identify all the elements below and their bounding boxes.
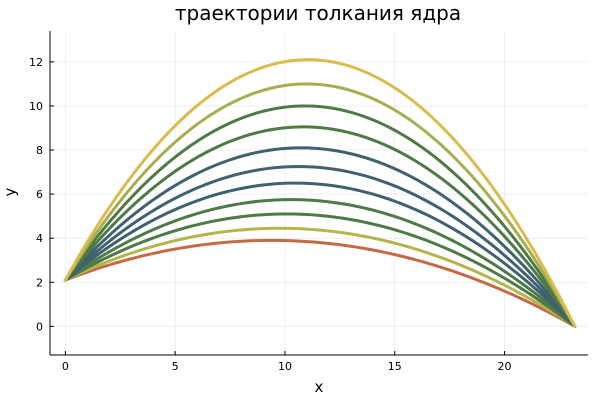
x-tick-label: 20 bbox=[498, 360, 512, 373]
trajectory-line bbox=[63, 104, 577, 328]
x-tick-label: 15 bbox=[388, 360, 402, 373]
y-tick-label: 4 bbox=[36, 232, 43, 245]
chart-title: траектории толкания ядра bbox=[175, 1, 461, 25]
y-tick-label: 0 bbox=[36, 320, 43, 333]
axes bbox=[49, 31, 588, 356]
x-tick-label: 0 bbox=[62, 360, 69, 373]
y-axis-label: y bbox=[1, 187, 19, 196]
y-tick-label: 8 bbox=[36, 144, 43, 157]
trajectory-line bbox=[63, 181, 577, 328]
trajectory-line bbox=[63, 165, 577, 328]
trajectory-line bbox=[63, 212, 577, 328]
tick-labels: 0 5 10 15 20 0 2 4 6 8 10 12 bbox=[29, 56, 512, 373]
trajectory-line bbox=[63, 226, 577, 328]
trajectory-line bbox=[63, 198, 577, 328]
x-tick-label: 5 bbox=[172, 360, 179, 373]
series-group bbox=[63, 58, 577, 328]
trajectory-line bbox=[63, 58, 577, 328]
trajectory-line bbox=[63, 238, 577, 328]
x-axis-label: x bbox=[315, 378, 324, 396]
y-tick-label: 6 bbox=[36, 188, 43, 201]
trajectory-line bbox=[63, 146, 577, 328]
x-tick-label: 10 bbox=[278, 360, 292, 373]
y-tick-label: 2 bbox=[36, 276, 43, 289]
y-tick-label: 10 bbox=[29, 100, 43, 113]
trajectory-line bbox=[63, 82, 577, 328]
y-tick-label: 12 bbox=[29, 56, 43, 69]
grid bbox=[50, 31, 588, 355]
trajectory-line bbox=[63, 125, 577, 328]
